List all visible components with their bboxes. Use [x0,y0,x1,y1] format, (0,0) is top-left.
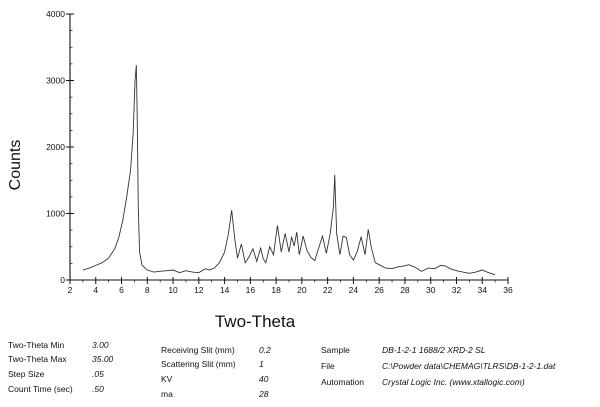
param-value-count-time: .50 [92,384,104,394]
param-value-file: C:\Powder data\CHEMAG\TLRS\DB-1-2-1.dat [382,361,556,371]
x-tick-label: 24 [349,285,359,295]
x-tick-labels: 2 4 6 8 10 12 14 16 18 20 22 24 26 28 30 32 34 36 [68,285,513,295]
param-value-two-theta-min: 3.00 [92,340,109,350]
param-label-file: File [321,361,335,371]
x-tick-label: 34 [478,285,488,295]
x-tick-label: 4 [93,285,98,295]
param-value-scattering-slit: 1 [259,359,264,369]
y-tick-label: 4000 [46,9,65,19]
x-tick-label: 32 [452,285,462,295]
y-axis [66,13,74,281]
x-tick-label: 16 [246,285,256,295]
x-tick-label: 6 [119,285,124,295]
x-tick-label: 28 [400,285,410,295]
y-tick-label: 2000 [46,142,65,152]
y-tick-labels: 0 1000 2000 3000 4000 [46,9,65,285]
x-tick-label: 20 [297,285,307,295]
param-value-ma: 28 [259,389,269,399]
param-value-receiving-slit: 0.2 [259,345,271,355]
param-label-receiving-slit: Receiving Slit (mm) [161,345,235,355]
y-tick-label: 0 [60,275,65,285]
param-value-kv: 40 [259,374,269,384]
param-value-two-theta-max: 35.00 [92,354,114,364]
y-tick-label: 3000 [46,76,65,86]
x-tick-label: 8 [145,285,150,295]
param-label-sample: Sample [321,345,350,355]
param-label-scattering-slit: Scattering Slit (mm) [161,359,236,369]
x-tick-label: 2 [68,285,73,295]
x-axis-title: Two-Theta [215,312,296,331]
param-label-two-theta-min: Two-Theta Min [8,340,65,350]
diffraction-trace [82,65,496,276]
param-label-ma: ma [161,389,173,399]
param-value-sample: DB-1-2-1 1688/2 XRD-2 SL [382,345,486,355]
x-tick-label: 26 [374,285,384,295]
x-tick-label: 14 [220,285,230,295]
x-tick-label: 10 [168,285,178,295]
y-axis-title: Counts [7,140,24,191]
x-tick-label: 36 [503,285,513,295]
instrument-parameters: Two-Theta Min 3.00 Two-Theta Max 35.00 S… [0,334,600,407]
x-tick-label: 12 [194,285,204,295]
param-label-two-theta-max: Two-Theta Max [8,354,67,364]
param-label-step-size: Step Size [8,369,45,379]
x-tick-label: 30 [426,285,436,295]
y-tick-label: 1000 [46,209,65,219]
x-tick-label: 22 [323,285,333,295]
param-value-automation: Crystal Logic Inc. (www.xtallogic.com) [382,377,525,387]
param-label-kv: KV [161,374,173,384]
x-axis [69,277,509,284]
param-value-step-size: .05 [92,369,104,379]
param-label-automation: Automation [321,377,364,387]
param-label-count-time: Count Time (sec) [8,384,73,394]
x-tick-label: 18 [271,285,281,295]
